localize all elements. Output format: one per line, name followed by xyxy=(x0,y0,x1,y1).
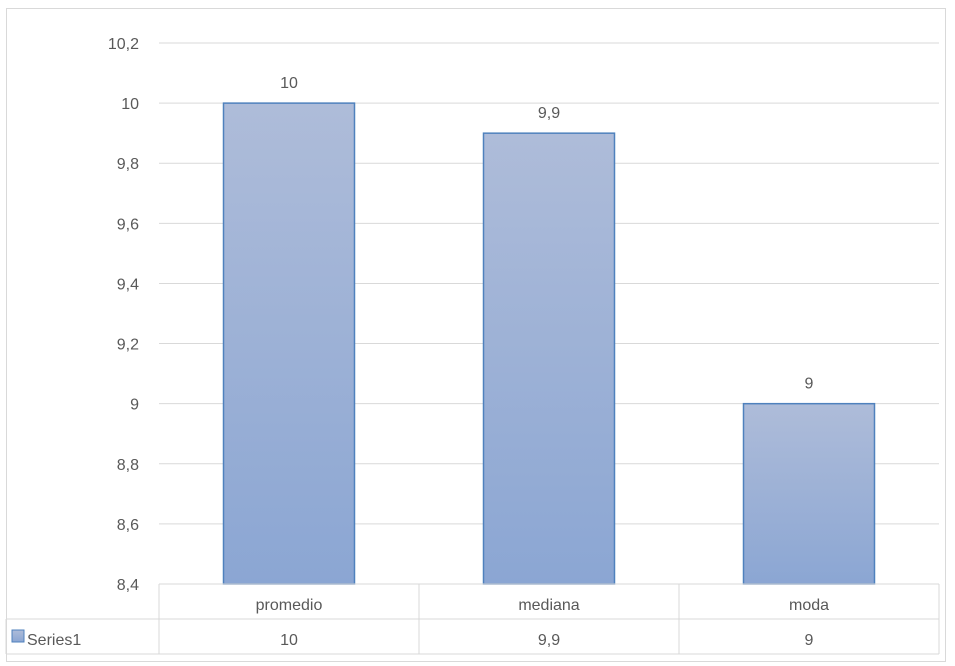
y-tick-label: 9,6 xyxy=(117,216,139,233)
category-label: promedio xyxy=(256,597,323,614)
table-value: 9 xyxy=(805,632,814,649)
bars xyxy=(222,102,876,585)
data-labels: 109,99 xyxy=(280,75,813,393)
y-tick-label: 10,2 xyxy=(108,36,139,53)
y-tick-label: 8,4 xyxy=(117,577,139,594)
category-label: mediana xyxy=(518,597,579,614)
y-tick-label: 9 xyxy=(130,397,139,414)
data-label: 9 xyxy=(805,376,814,393)
category-label: moda xyxy=(789,597,829,614)
y-tick-label: 10 xyxy=(121,96,139,113)
y-axis-ticks: 8,4 8,6 8,8 9 9,2 9,4 9,6 9,8 10 10,2 xyxy=(108,36,139,594)
data-label: 10 xyxy=(280,75,298,92)
y-tick-label: 9,2 xyxy=(117,337,139,354)
bar-mediana xyxy=(482,132,616,585)
table-value: 10 xyxy=(280,632,298,649)
y-tick-label: 8,8 xyxy=(117,457,139,474)
y-tick-label: 9,4 xyxy=(117,276,139,293)
bar-moda xyxy=(742,402,876,585)
data-label: 9,9 xyxy=(538,105,560,122)
legend-label: Series1 xyxy=(27,632,81,649)
data-table: promedio 10 mediana 9,9 moda 9 Series1 xyxy=(5,583,940,655)
legend-key xyxy=(11,629,25,643)
y-tick-label: 9,8 xyxy=(117,156,139,173)
table-value: 9,9 xyxy=(538,632,560,649)
y-tick-label: 8,6 xyxy=(117,517,139,534)
bar-promedio xyxy=(222,102,356,585)
